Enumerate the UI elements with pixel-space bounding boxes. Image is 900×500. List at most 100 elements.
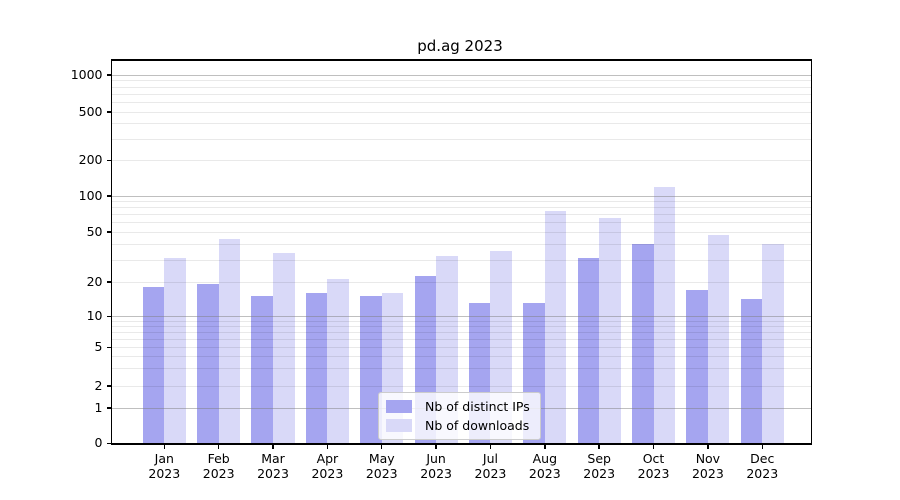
bar-dec-distinct-ips [740,299,763,444]
tick-x-feb [217,444,220,449]
bar-mar-downloads [273,252,295,444]
bar-jan-distinct-ips [142,286,165,444]
gridline-y-500 [110,111,811,113]
tick-x-nov [707,444,709,449]
gridline-y-10 [110,316,811,317]
axis-spine-top [110,59,811,61]
y-tick-label-5: 5 [94,339,103,354]
bar-nov-distinct-ips [686,289,708,444]
tick-x-dec [761,444,763,449]
gridline-y-9 [110,320,811,322]
legend-swatch-downloads-icon [386,419,412,432]
tick-y-20 [106,281,111,283]
x-tick-label-aug: Aug 2023 [528,451,561,482]
x-tick-label-oct: Oct 2023 [637,451,670,482]
x-tick-label-mar: Mar 2023 [257,451,289,482]
gridline-y-90 [110,201,811,203]
gridline-y-40 [110,243,811,245]
bar-aug-downloads [544,211,567,444]
tick-y-500 [106,111,111,113]
y-tick-label-500: 500 [78,103,103,119]
bar-nov-downloads [707,235,730,444]
legend-item-downloads: Nb of downloads [386,417,530,434]
bar-apr-distinct-ips [305,292,328,444]
x-tick-label-may: May 2023 [365,451,398,482]
bar-sep-distinct-ips [577,257,600,444]
chart-title: pd.ag 2023 [417,37,503,55]
legend-label-distinct-ips: Nb of distinct IPs [425,399,530,414]
gridline-y-2 [110,385,811,387]
bar-oct-distinct-ips [631,243,654,444]
gridline-y-1000 [110,74,811,76]
gridline-y-3 [110,368,811,370]
legend: Nb of distinct IPs Nb of downloads [378,392,541,440]
tick-y-10 [106,315,111,317]
tick-x-aug [544,444,546,449]
x-tick-label-jul: Jul 2023 [474,451,507,482]
y-tick-label-50: 50 [86,223,103,239]
y-tick-label-100: 100 [78,187,103,203]
x-tick-label-sep: Sep 2023 [583,451,616,482]
gridline-y-800 [110,86,811,88]
x-tick-label-dec: Dec 2023 [746,451,779,482]
gridline-y-60 [110,222,811,224]
y-tick-label-0: 0 [94,435,103,451]
tick-y-1 [106,407,111,409]
x-tick-label-jan: Jan 2023 [148,451,181,482]
y-tick-label-20: 20 [86,273,103,289]
gridline-y-8 [110,325,811,327]
gridline-y-4 [110,356,811,358]
tick-x-jul [489,444,492,449]
x-tick-label-nov: Nov 2023 [691,451,724,482]
tick-x-jun [435,444,437,449]
gridline-y-700 [110,93,811,95]
tick-x-jan [163,444,166,449]
gridline-y-5 [110,347,811,348]
gridline-y-100 [110,195,811,197]
bar-may-distinct-ips [360,295,382,444]
tick-x-apr [326,444,329,449]
gridline-y-7 [110,331,811,333]
tick-x-may [380,444,383,449]
bar-apr-downloads [327,279,349,444]
gridline-y-600 [110,101,811,103]
tick-y-200 [106,159,111,161]
x-tick-label-feb: Feb 2023 [202,451,235,482]
gridline-y-400 [110,123,811,125]
bar-dec-downloads [762,243,784,444]
gridline-y-70 [110,214,811,216]
gridline-y-900 [110,80,811,82]
axis-spine-left [110,59,112,444]
tick-x-sep [598,444,600,449]
gridline-y-80 [110,207,811,209]
legend-swatch-distinct-ips-icon [386,400,412,413]
tick-y-50 [106,231,111,233]
bar-mar-distinct-ips [251,295,273,444]
x-tick-label-jun: Jun 2023 [420,451,452,482]
tick-x-oct [652,444,655,449]
axis-spine-right [810,59,812,445]
bar-oct-downloads [653,187,676,444]
gridline-y-200 [110,160,811,161]
x-tick-label-apr: Apr 2023 [311,451,344,482]
legend-label-downloads: Nb of downloads [425,418,530,433]
tick-y-5 [106,346,111,348]
tick-y-1000 [106,74,111,76]
gridline-y-6 [110,338,811,340]
gridline-y-300 [110,138,811,140]
bar-feb-distinct-ips [197,284,219,444]
tick-x-mar [272,444,274,449]
tick-y-0 [106,442,111,445]
bar-feb-downloads [218,238,241,444]
axis-spine-bottom [110,443,811,445]
tick-y-2 [106,385,111,387]
tick-y-100 [106,195,111,197]
bar-sep-downloads [599,218,621,444]
gridline-y-30 [110,259,811,261]
bar-jan-downloads [164,257,186,444]
y-tick-label-10: 10 [86,308,103,323]
y-tick-label-1: 1 [94,399,103,415]
y-tick-label-2: 2 [94,377,103,393]
y-tick-label-1000: 1000 [70,66,103,82]
legend-item-distinct-ips: Nb of distinct IPs [386,398,530,415]
